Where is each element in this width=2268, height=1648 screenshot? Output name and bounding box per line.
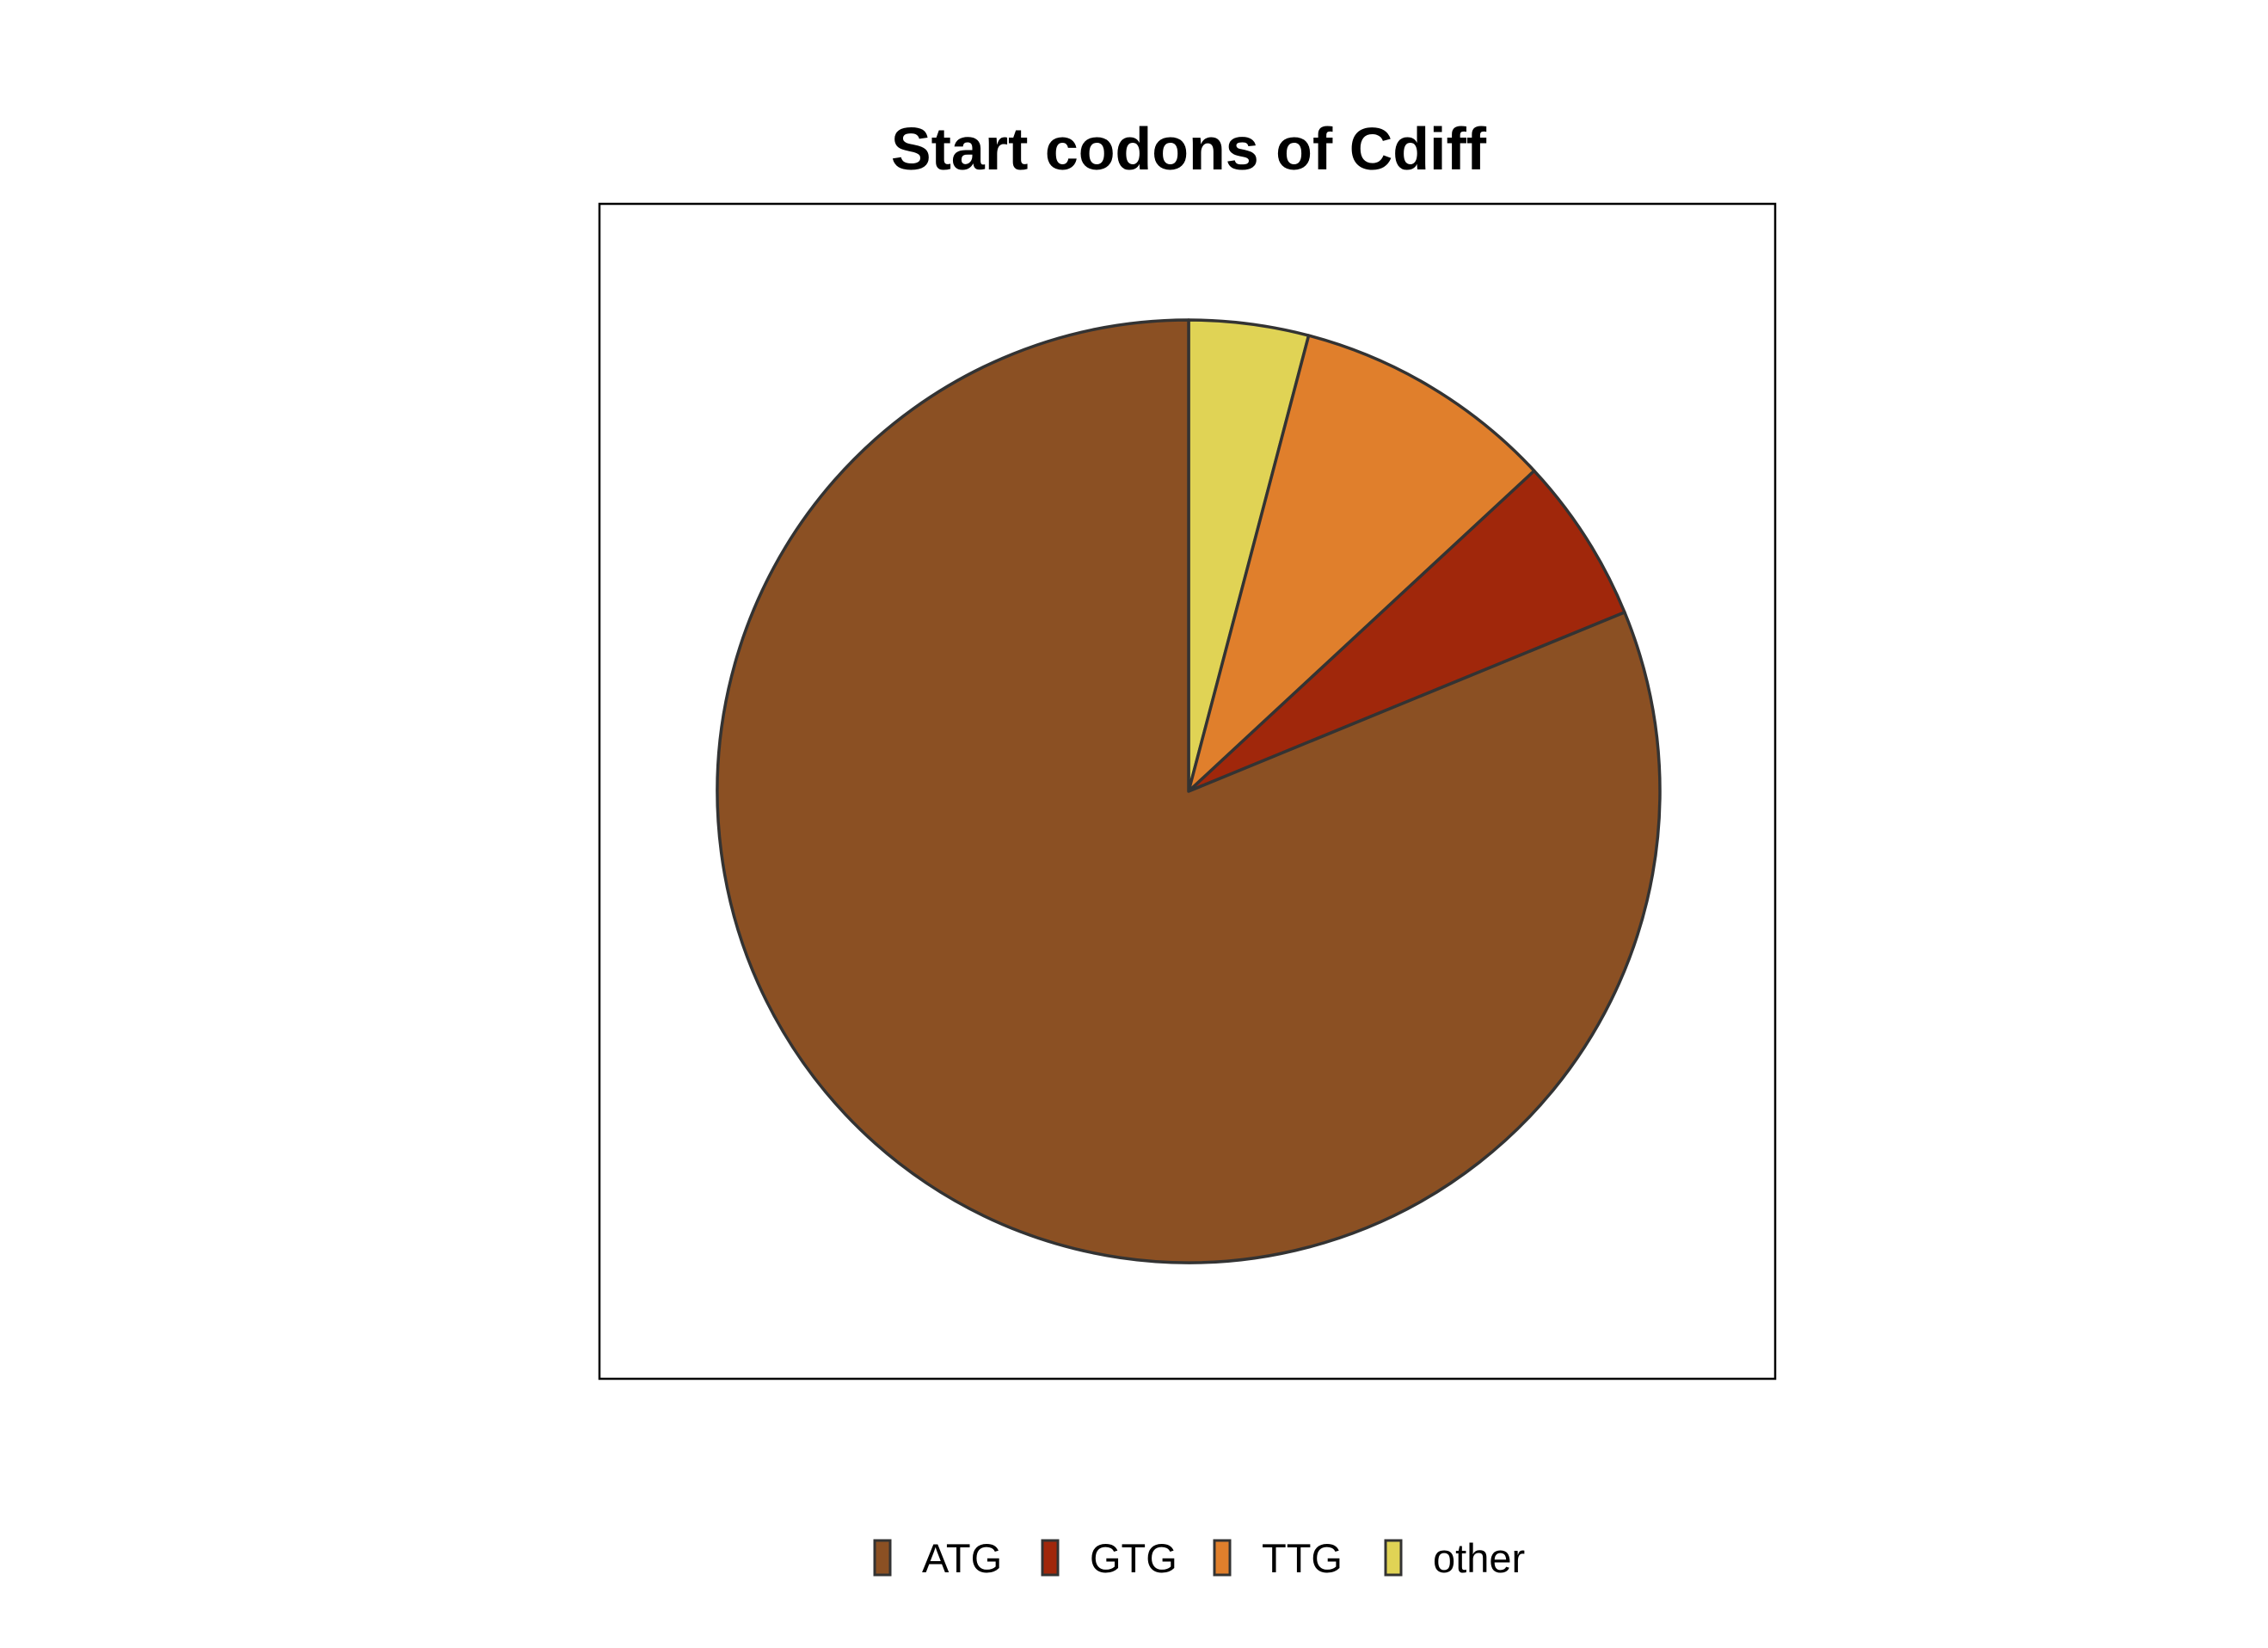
pie-slice-ttg: [1187, 334, 1536, 793]
legend-label-ttg: TTG: [1262, 1535, 1343, 1581]
legend-key-atg: [873, 1539, 892, 1577]
pie-slice-gtg: [1187, 469, 1626, 793]
legend-label-atg: ATG: [922, 1535, 1002, 1581]
legend: ATG GTG TTG other: [873, 1535, 1525, 1581]
legend-label-other: other: [1433, 1535, 1525, 1581]
pie-slices: [716, 318, 1662, 1264]
legend-key-other: [1384, 1539, 1403, 1577]
legend-key-ttg: [1213, 1539, 1232, 1577]
panel-border: [598, 202, 1777, 1381]
legend-label-gtg: GTG: [1090, 1535, 1177, 1581]
legend-key-gtg: [1041, 1539, 1060, 1577]
pie-slice-atg: [716, 318, 1662, 1264]
chart-title: Start codons of Cdiff: [891, 115, 1487, 182]
